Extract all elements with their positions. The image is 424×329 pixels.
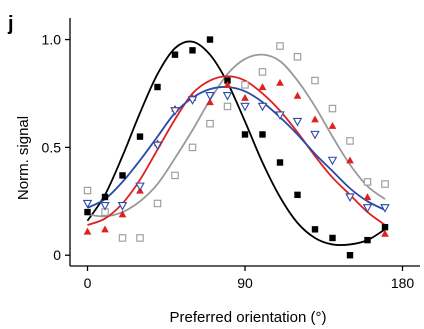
data-point	[118, 234, 127, 242]
fit-curve	[86, 40, 386, 247]
data-point	[170, 107, 180, 116]
data-point	[293, 53, 302, 61]
axes	[65, 18, 420, 271]
y-tick-label: 1.0	[42, 32, 62, 48]
data-point	[363, 193, 372, 201]
data-point	[224, 77, 231, 84]
data-point	[381, 223, 389, 231]
data-point	[188, 143, 197, 152]
data-point	[136, 234, 144, 242]
data-point	[275, 111, 285, 121]
y-axis-label: Norm. signal	[15, 116, 32, 200]
data-point	[311, 115, 319, 123]
data-point	[311, 76, 319, 85]
data-point	[241, 81, 249, 89]
x-tick-label: 180	[391, 275, 415, 291]
data-point	[380, 204, 390, 213]
data-point	[83, 186, 92, 195]
data-point	[346, 137, 354, 145]
data-point	[327, 156, 338, 166]
data-point	[119, 172, 126, 179]
x-tick-label: 0	[84, 275, 92, 291]
data-point	[346, 252, 354, 259]
data-point	[171, 51, 179, 58]
data-point	[381, 229, 389, 237]
data-point	[259, 131, 266, 138]
data-point	[381, 180, 389, 188]
data-point	[329, 234, 336, 242]
data-point	[223, 102, 232, 111]
data-point	[136, 133, 144, 140]
data-point	[84, 208, 91, 216]
data-point	[117, 201, 128, 211]
data-point	[100, 201, 110, 211]
x-axis-label: Preferred orientation (°)	[170, 309, 327, 326]
data-point	[292, 117, 303, 127]
data-point	[363, 178, 372, 186]
data-point	[346, 156, 354, 164]
data-point	[206, 119, 214, 128]
data-point	[206, 98, 214, 106]
data-point	[118, 210, 127, 218]
fit-curve	[87, 75, 386, 226]
data-point	[362, 204, 373, 213]
data-point	[189, 47, 196, 54]
fit-curve	[87, 53, 386, 218]
y-tick-label: 0.5	[42, 139, 62, 155]
data-point	[135, 182, 145, 192]
fit-curve	[87, 86, 386, 211]
data-point	[223, 81, 232, 88]
data-point	[152, 141, 163, 151]
data-markers	[82, 36, 390, 259]
data-point	[240, 102, 250, 112]
data-point	[83, 227, 92, 235]
data-point	[187, 96, 198, 105]
data-point	[171, 171, 179, 180]
data-point	[206, 36, 214, 43]
data-point	[154, 83, 161, 91]
data-point	[241, 131, 249, 138]
data-point	[310, 130, 320, 140]
data-point	[241, 93, 249, 101]
data-point	[101, 225, 109, 233]
data-point	[205, 92, 215, 101]
data-point	[257, 102, 268, 112]
fit-curves	[86, 40, 386, 247]
data-point	[153, 199, 162, 208]
data-point	[311, 226, 319, 233]
panel-label: j	[7, 13, 14, 35]
data-point	[258, 83, 267, 91]
data-point	[276, 78, 284, 86]
data-point	[294, 191, 301, 199]
y-tick-label: 0	[53, 247, 61, 263]
data-point	[364, 236, 371, 244]
data-point	[276, 159, 284, 166]
data-point	[222, 92, 233, 101]
data-point	[82, 199, 93, 209]
tick-labels: 0 0.5 1.0 0 90 180	[42, 32, 415, 291]
data-point	[276, 42, 284, 50]
data-point	[345, 193, 355, 202]
x-tick-label: 90	[237, 275, 253, 291]
data-point	[328, 104, 337, 113]
data-point	[258, 68, 267, 76]
data-point	[101, 193, 109, 201]
data-point	[293, 91, 302, 99]
data-point	[328, 121, 337, 129]
